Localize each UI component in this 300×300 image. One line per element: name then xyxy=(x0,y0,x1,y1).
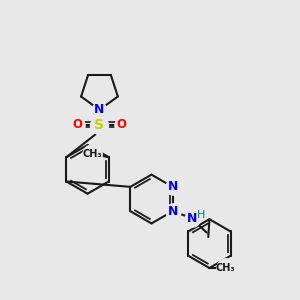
Text: S: S xyxy=(94,118,104,132)
Text: O: O xyxy=(72,118,82,131)
Text: N: N xyxy=(94,103,105,116)
Text: O: O xyxy=(117,118,127,131)
Text: N: N xyxy=(187,212,197,225)
Text: CH₃: CH₃ xyxy=(216,263,236,273)
Text: CH₃: CH₃ xyxy=(82,149,102,159)
Text: N: N xyxy=(167,180,178,194)
Text: N: N xyxy=(167,205,178,218)
Text: H: H xyxy=(196,210,205,220)
